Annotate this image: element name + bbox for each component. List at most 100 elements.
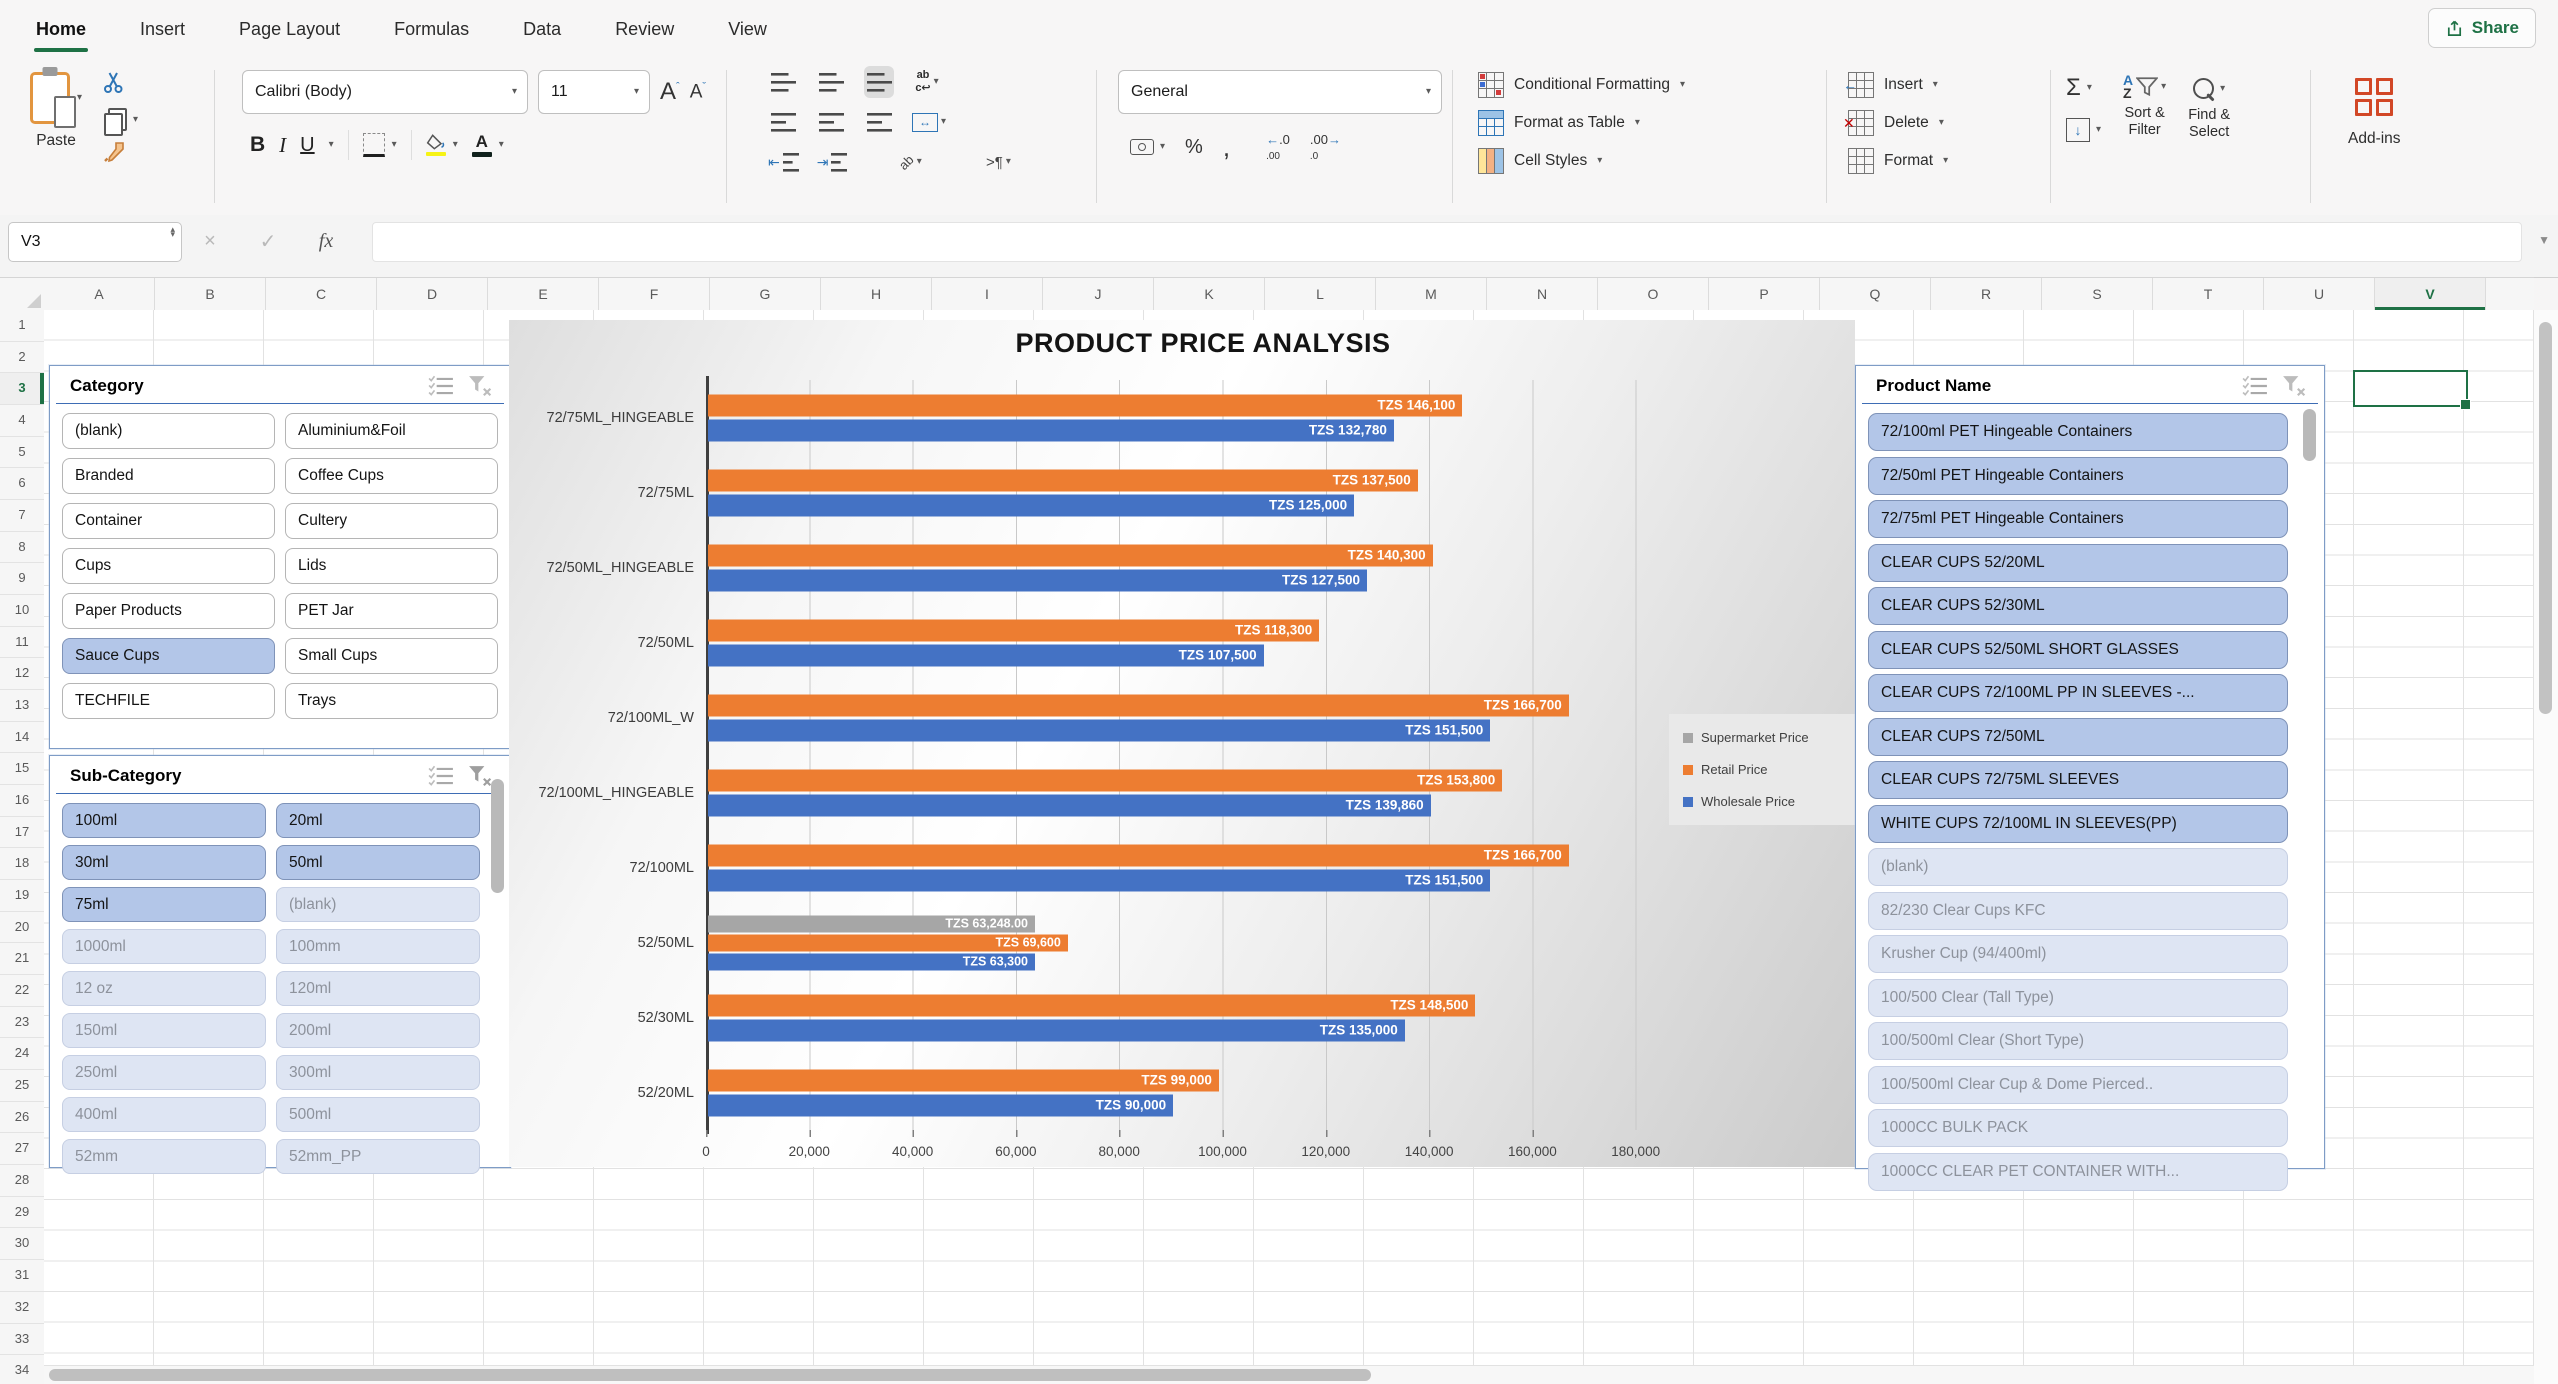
multi-select-icon[interactable] (428, 375, 454, 397)
row-header[interactable]: 18 (0, 848, 44, 881)
borders-dropdown-chevron[interactable]: ▾ (391, 139, 397, 150)
slicer-item[interactable]: Paper Products (62, 593, 275, 629)
bar[interactable]: TZS 139,860 (708, 794, 1431, 816)
selected-cell-v3[interactable] (2353, 370, 2471, 410)
row-header[interactable]: 1 (0, 310, 44, 342)
row-header[interactable]: 21 (0, 943, 44, 976)
slicer-item[interactable]: (blank) (62, 413, 275, 449)
find-select-button[interactable]: ▾ Find & Select (2188, 74, 2230, 142)
accounting-format-button[interactable]: ▾ (1130, 139, 1165, 155)
slicer-item[interactable]: 52mm_PP (276, 1139, 480, 1174)
increase-indent-button[interactable]: ⇥ (817, 146, 848, 178)
insert-cells-button[interactable]: ← Insert ▾ (1843, 72, 1948, 98)
row-header[interactable]: 25 (0, 1070, 44, 1102)
row-header[interactable]: 6 (0, 468, 44, 501)
clear-filter-icon[interactable] (468, 765, 492, 787)
copy-button[interactable]: ▾ (102, 108, 139, 136)
formula-bar-expand-chevron[interactable]: ▼ (2538, 233, 2550, 247)
fill-color-dropdown-chevron[interactable]: ▾ (452, 139, 458, 150)
row-header[interactable]: 33 (0, 1324, 44, 1356)
align-bottom-button[interactable] (864, 66, 894, 98)
align-center-button[interactable] (816, 106, 846, 138)
column-header[interactable]: H (821, 278, 932, 311)
column-header[interactable]: R (1931, 278, 2042, 311)
font-size-select[interactable]: 11 ▾ (538, 70, 650, 114)
row-header[interactable]: 26 (0, 1102, 44, 1134)
row-header[interactable]: 13 (0, 690, 44, 722)
bar[interactable]: TZS 118,300 (708, 619, 1320, 641)
row-header[interactable]: 28 (0, 1165, 44, 1197)
bar[interactable]: TZS 135,000 (708, 1019, 1405, 1041)
row-header[interactable]: 2 (0, 342, 44, 374)
sort-filter-chevron[interactable]: ▾ (2161, 80, 2167, 92)
align-left-button[interactable] (768, 106, 798, 138)
cell-styles-button[interactable]: Cell Styles ▾ (1478, 148, 1685, 174)
cut-button[interactable] (102, 70, 138, 99)
name-box-spinner[interactable]: ▴ ▾ (170, 224, 175, 240)
column-header[interactable]: F (599, 278, 710, 311)
row-header[interactable]: 10 (0, 595, 44, 627)
slicer-item[interactable]: Aluminium&Foil (285, 413, 498, 449)
comma-style-button[interactable]: , (1222, 131, 1231, 162)
slicer-item[interactable]: 100mm (276, 929, 480, 964)
bar[interactable]: TZS 166,700 (708, 844, 1569, 866)
ribbon-tab[interactable]: Insert (140, 18, 186, 39)
autosum-chevron[interactable]: ▾ (2086, 82, 2092, 93)
vertical-scrollbar-thumb[interactable] (2539, 322, 2552, 714)
format-cells-button[interactable]: Format ▾ (1848, 148, 1948, 174)
slicer-item[interactable]: 500ml (276, 1097, 480, 1132)
row-header[interactable]: 31 (0, 1260, 44, 1292)
find-select-chevron[interactable]: ▾ (2220, 82, 2226, 94)
name-box[interactable]: V3 ▴ ▾ (8, 222, 182, 262)
column-header[interactable]: P (1709, 278, 1820, 311)
slicer-item[interactable]: 50ml (276, 845, 480, 880)
product-name-scrollbar-thumb[interactable] (2303, 409, 2316, 461)
decrease-indent-button[interactable]: ⇤ (768, 146, 799, 178)
column-header[interactable]: W (2486, 278, 2534, 311)
bar[interactable]: TZS 127,500 (708, 569, 1368, 591)
bar[interactable]: TZS 148,500 (708, 994, 1476, 1016)
addins-icon[interactable] (2355, 78, 2394, 116)
column-header[interactable]: K (1154, 278, 1265, 311)
horizontal-scrollbar[interactable] (44, 1365, 2534, 1384)
slicer-item[interactable]: Coffee Cups (285, 458, 498, 494)
row-header[interactable]: 9 (0, 563, 44, 596)
fill-color-button[interactable]: ▾ (425, 133, 458, 157)
paste-dropdown-chevron[interactable]: ▾ (77, 92, 83, 103)
slicer-item[interactable]: 1000ml (62, 929, 266, 964)
bar[interactable]: TZS 151,500 (708, 869, 1491, 891)
font-name-select[interactable]: Calibri (Body) ▾ (242, 70, 528, 114)
bar[interactable]: TZS 153,800 (708, 769, 1503, 791)
column-header[interactable]: B (155, 278, 266, 311)
select-all-corner[interactable] (0, 277, 45, 312)
bar[interactable]: TZS 151,500 (708, 719, 1491, 741)
bar[interactable]: TZS 166,700 (708, 694, 1569, 716)
text-direction-chevron[interactable]: ▾ (1005, 156, 1011, 167)
column-header[interactable]: O (1598, 278, 1709, 311)
slicer-item[interactable]: Cups (62, 548, 275, 584)
row-header[interactable]: 14 (0, 722, 44, 754)
slicer-item[interactable]: Container (62, 503, 275, 539)
slicer-item[interactable]: CLEAR CUPS 52/30ML (1868, 587, 2288, 625)
row-header[interactable]: 32 (0, 1292, 44, 1324)
ribbon-tab[interactable]: Formulas (394, 18, 470, 39)
slicer-item[interactable]: 72/100ml PET Hingeable Containers (1868, 413, 2288, 451)
bar[interactable]: TZS 99,000 (708, 1069, 1219, 1091)
bar[interactable]: TZS 140,300 (708, 544, 1433, 566)
vertical-scrollbar[interactable] (2533, 310, 2558, 1384)
row-header[interactable]: 5 (0, 437, 44, 469)
slicer-item[interactable]: 150ml (62, 1013, 266, 1048)
row-header[interactable]: 23 (0, 1007, 44, 1039)
bar[interactable]: TZS 63,300 (708, 953, 1036, 970)
italic-button[interactable]: I (279, 132, 287, 157)
bold-button[interactable]: B (250, 133, 266, 156)
row-header[interactable]: 17 (0, 817, 44, 849)
font-color-dropdown-chevron[interactable]: ▾ (498, 139, 504, 150)
bar[interactable]: TZS 90,000 (708, 1094, 1174, 1116)
product-price-chart[interactable]: PRODUCT PRICE ANALYSIS 72/75ML_HINGEABLE… (509, 320, 1855, 1167)
copy-dropdown-chevron[interactable]: ▾ (133, 113, 139, 125)
delete-cells-button[interactable]: ✕ Delete ▾ (1843, 110, 1948, 136)
slicer-item[interactable]: 1000CC CLEAR PET CONTAINER WITH... (1868, 1152, 2288, 1191)
conditional-formatting-button[interactable]: Conditional Formatting ▾ (1478, 72, 1685, 98)
autosum-button[interactable]: Σ ▾ (2066, 74, 2101, 102)
